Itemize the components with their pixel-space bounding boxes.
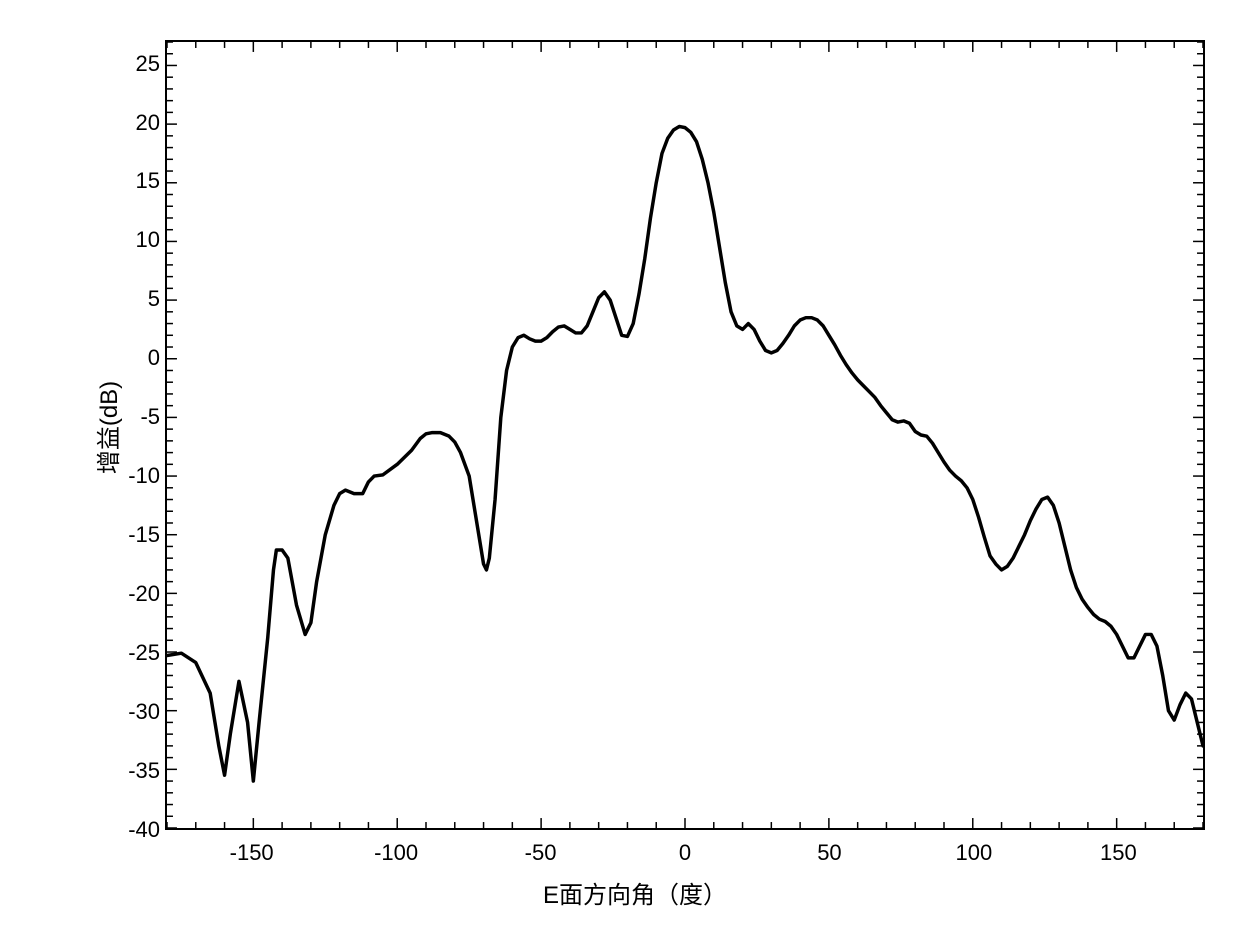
x-tick-label: 100 bbox=[956, 840, 993, 866]
x-tick-label: 0 bbox=[679, 840, 691, 866]
y-tick-label: -25 bbox=[128, 640, 160, 666]
y-tick-label: 10 bbox=[136, 227, 160, 253]
plot-area bbox=[165, 40, 1205, 830]
y-tick-label: 25 bbox=[136, 51, 160, 77]
chart-container: 增益(dB) E面方向角（度） -40-35-30-25-20-15-10-50… bbox=[60, 30, 1210, 910]
x-tick-label: -100 bbox=[374, 840, 418, 866]
y-tick-label: 15 bbox=[136, 168, 160, 194]
tick-marks bbox=[167, 42, 1203, 828]
y-tick-label: -5 bbox=[140, 404, 160, 430]
y-tick-label: -40 bbox=[128, 817, 160, 843]
x-tick-label: -150 bbox=[230, 840, 274, 866]
y-tick-label: -20 bbox=[128, 581, 160, 607]
x-axis-label: E面方向角（度） bbox=[543, 875, 727, 910]
y-axis-label: 增益(dB) bbox=[89, 381, 124, 474]
line-plot-svg bbox=[167, 42, 1203, 828]
y-tick-label: 5 bbox=[148, 286, 160, 312]
x-tick-label: -50 bbox=[525, 840, 557, 866]
data-line bbox=[167, 126, 1203, 781]
y-tick-label: -35 bbox=[128, 758, 160, 784]
y-tick-label: -15 bbox=[128, 522, 160, 548]
y-tick-label: -30 bbox=[128, 699, 160, 725]
x-tick-label: 150 bbox=[1100, 840, 1137, 866]
x-tick-label: 50 bbox=[817, 840, 841, 866]
y-tick-label: -10 bbox=[128, 463, 160, 489]
y-tick-label: 0 bbox=[148, 345, 160, 371]
y-tick-label: 20 bbox=[136, 110, 160, 136]
